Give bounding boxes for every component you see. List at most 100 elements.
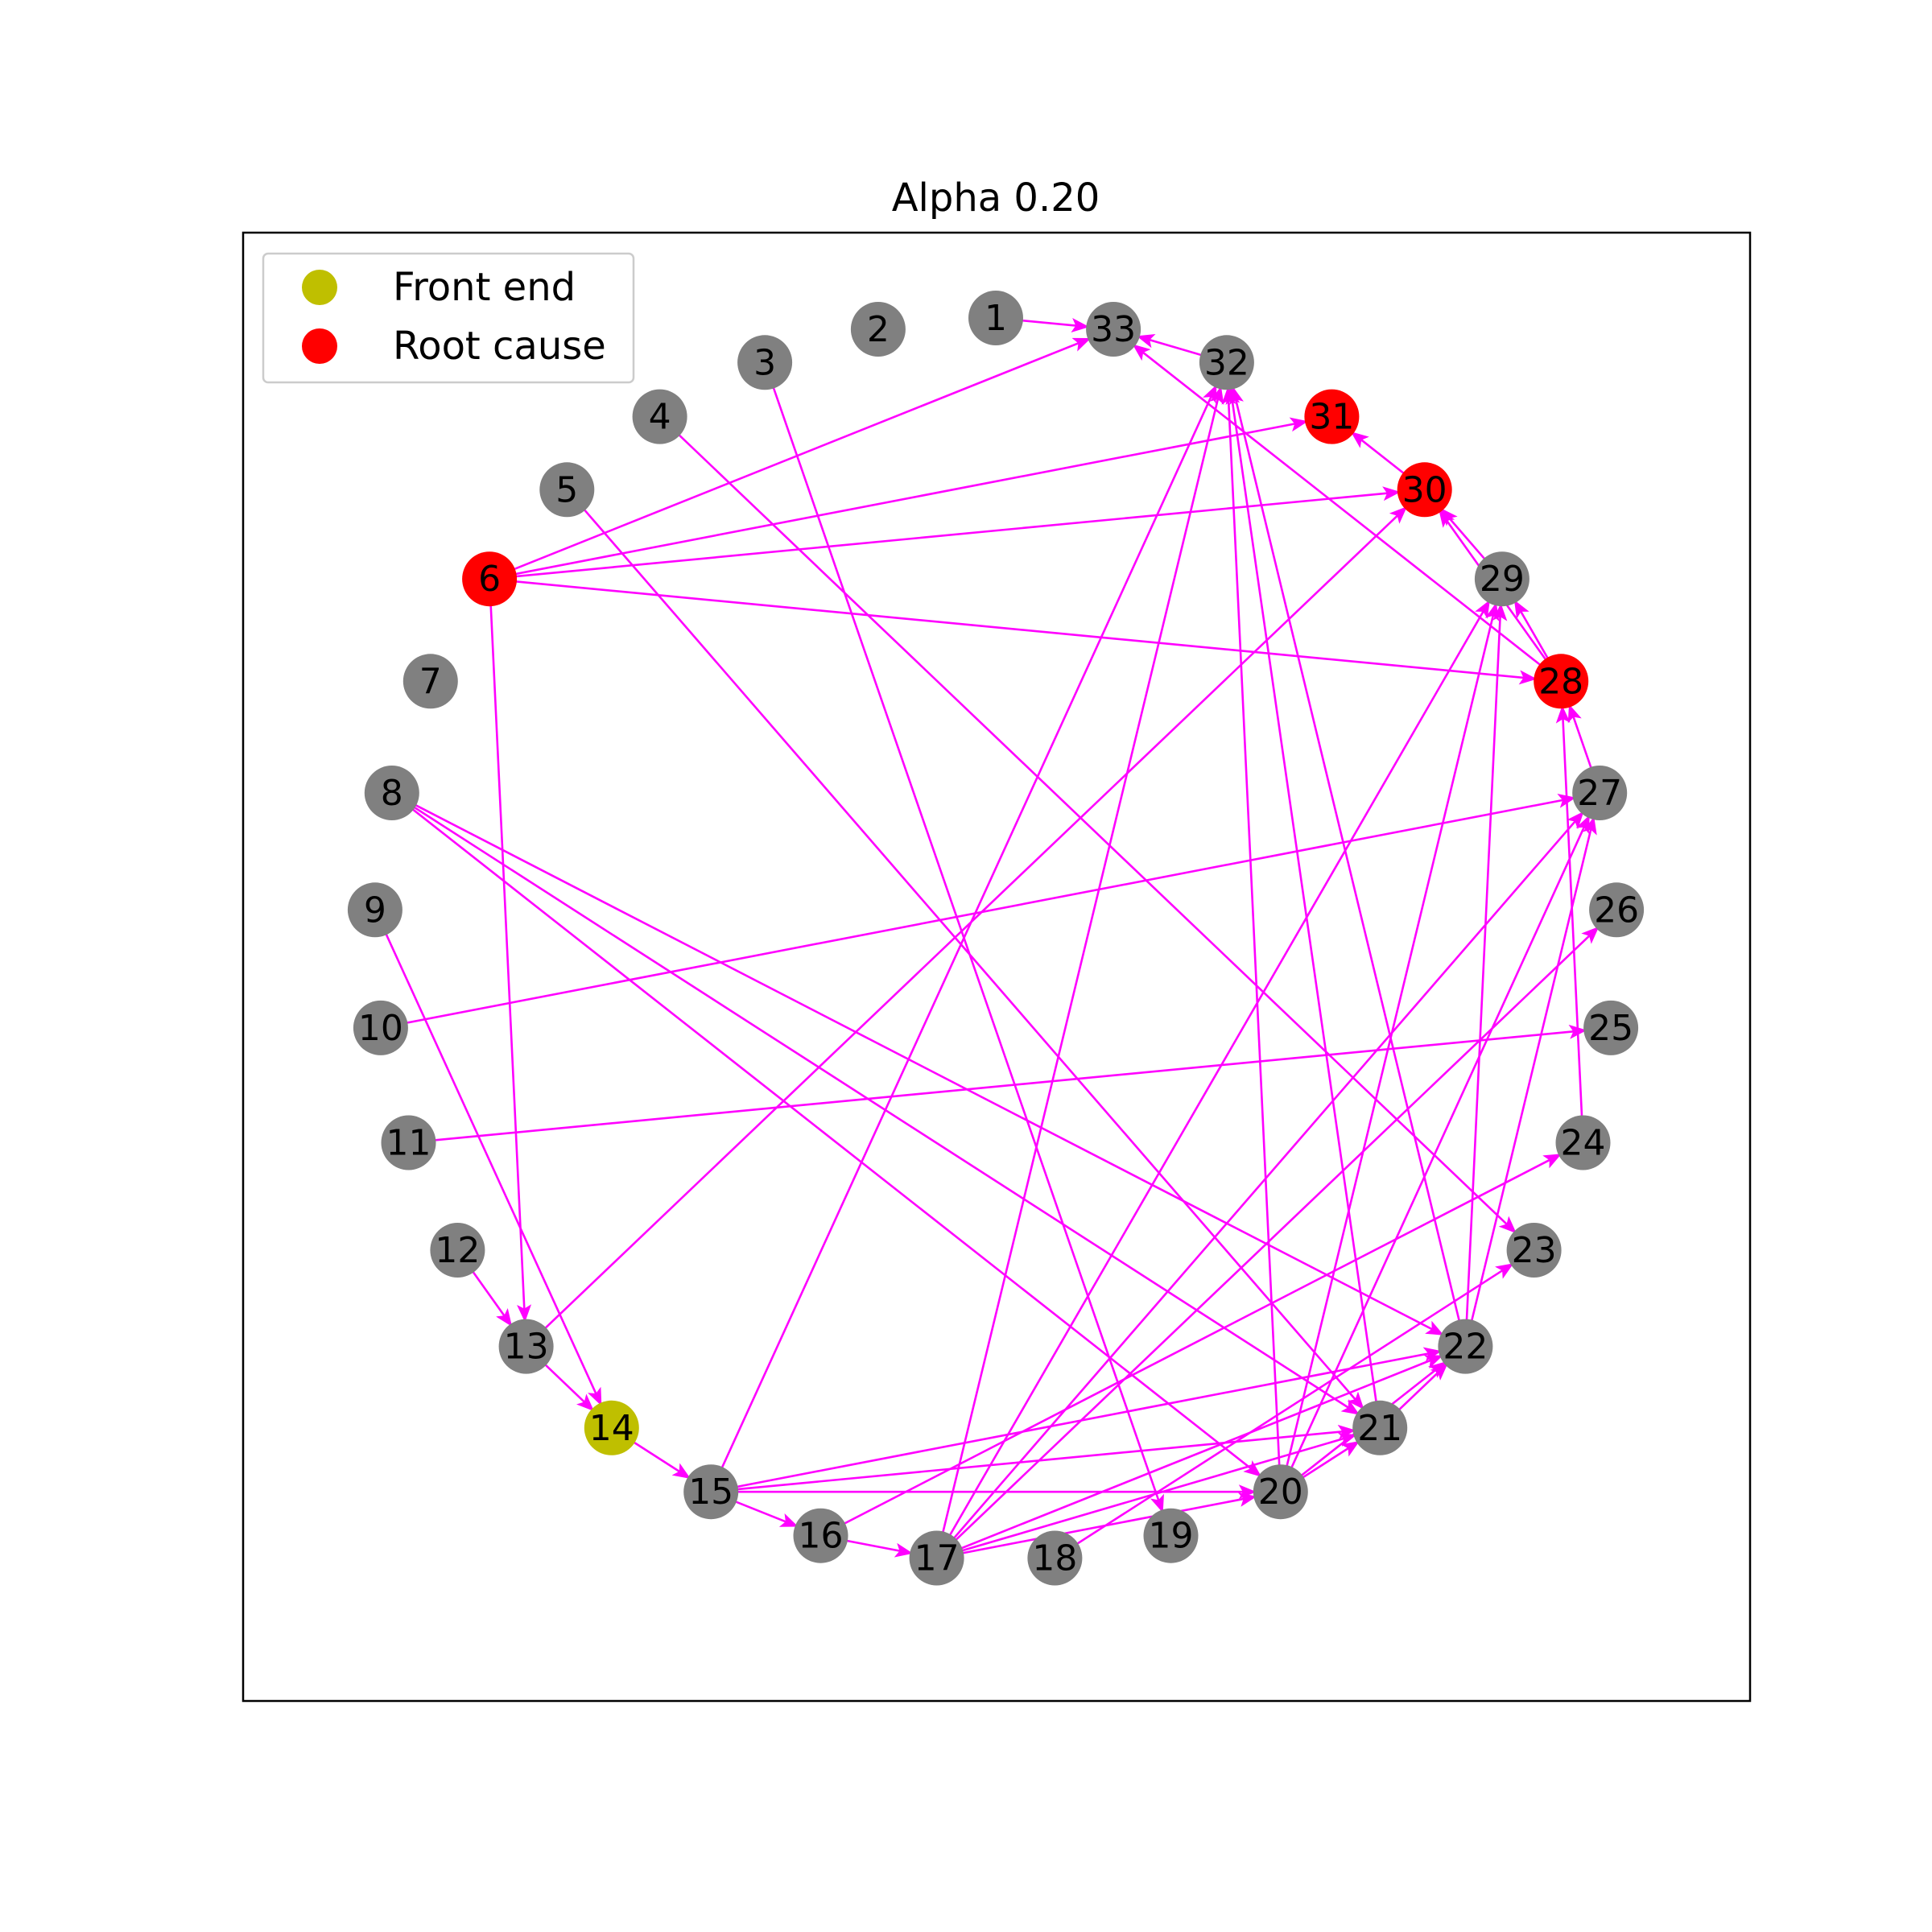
edge-17-32 — [936, 386, 1224, 1554]
edge-16-24 — [824, 1154, 1562, 1535]
node-15: 15 — [683, 1464, 739, 1520]
node-26: 26 — [1589, 882, 1645, 938]
edge-21-32 — [1225, 386, 1381, 1424]
node-6: 6 — [462, 551, 518, 607]
node-label-16: 16 — [799, 1516, 844, 1557]
node-label-28: 28 — [1538, 661, 1583, 702]
node-8: 8 — [364, 766, 419, 820]
node-circle-20 — [1253, 1464, 1308, 1520]
node-16: 16 — [793, 1508, 848, 1563]
edge-8-22 — [395, 794, 1444, 1336]
node-2: 2 — [850, 302, 906, 357]
node-label-8: 8 — [381, 773, 403, 814]
node-label-26: 26 — [1594, 890, 1639, 931]
node-label-9: 9 — [364, 890, 386, 931]
node-label-1: 1 — [985, 298, 1007, 339]
node-19: 19 — [1143, 1508, 1199, 1563]
node-circle-2 — [850, 302, 906, 357]
node-7: 7 — [402, 654, 458, 709]
edge-8-21 — [395, 795, 1360, 1415]
node-label-4: 4 — [649, 397, 671, 438]
edge-13-30 — [529, 506, 1408, 1344]
node-circle-23 — [1506, 1223, 1562, 1278]
node-circle-24 — [1555, 1115, 1611, 1170]
edge-28-33 — [1132, 344, 1558, 679]
node-circle-12 — [430, 1223, 485, 1278]
node-label-17: 17 — [914, 1538, 960, 1579]
node-label-12: 12 — [435, 1230, 480, 1271]
edge-15-21 — [716, 1424, 1356, 1492]
edge-18-23 — [1058, 1263, 1514, 1557]
edge-17-22 — [940, 1355, 1443, 1558]
node-label-19: 19 — [1149, 1516, 1194, 1557]
node-label-27: 27 — [1577, 773, 1622, 814]
node-label-13: 13 — [504, 1327, 549, 1368]
edge-6-30 — [493, 486, 1401, 580]
node-circle-33 — [1086, 302, 1141, 357]
node-5: 5 — [539, 462, 595, 518]
node-circle-29 — [1474, 551, 1530, 607]
edge-17-20 — [941, 1492, 1257, 1558]
edge-6-31 — [493, 417, 1308, 580]
legend-marker-root-cause — [302, 328, 337, 364]
node-3: 3 — [737, 335, 793, 390]
node-circle-14 — [584, 1400, 639, 1455]
node-30: 30 — [1397, 462, 1452, 518]
edge-6-33 — [493, 337, 1092, 579]
node-21: 21 — [1352, 1400, 1408, 1455]
node-circle-22 — [1438, 1319, 1493, 1374]
node-label-10: 10 — [358, 1008, 403, 1049]
node-13: 13 — [498, 1319, 554, 1374]
edge-11-25 — [413, 1024, 1587, 1144]
node-4: 4 — [632, 389, 687, 444]
node-25: 25 — [1583, 1000, 1639, 1055]
node-circle-3 — [737, 335, 793, 390]
node-label-20: 20 — [1258, 1472, 1303, 1513]
edge-9-14 — [376, 914, 602, 1406]
node-label-33: 33 — [1091, 309, 1136, 350]
node-circle-30 — [1397, 462, 1452, 518]
node-label-6: 6 — [478, 559, 501, 600]
edge-22-32 — [1229, 386, 1466, 1343]
legend-box — [262, 252, 635, 384]
node-circle-25 — [1583, 1000, 1639, 1055]
edge-22-29 — [1464, 603, 1508, 1342]
node-circle-11 — [381, 1115, 436, 1170]
edge-15-22 — [715, 1347, 1442, 1492]
edge-6-13 — [489, 584, 532, 1323]
edge-24-28 — [1555, 705, 1584, 1138]
node-circle-28 — [1534, 654, 1589, 709]
node-22: 22 — [1438, 1319, 1493, 1374]
edge-layer — [376, 317, 1600, 1558]
node-23: 23 — [1506, 1223, 1562, 1278]
edge-17-29 — [938, 600, 1491, 1554]
node-circle-13 — [498, 1319, 554, 1374]
legend: Front end Root cause — [262, 252, 635, 384]
node-27: 27 — [1572, 766, 1628, 820]
node-label-30: 30 — [1402, 469, 1447, 510]
node-label-14: 14 — [589, 1408, 634, 1449]
edge-4-23 — [663, 419, 1517, 1234]
node-label-18: 18 — [1032, 1538, 1077, 1579]
node-29: 29 — [1474, 551, 1530, 607]
node-11: 11 — [381, 1115, 436, 1170]
node-label-2: 2 — [867, 309, 890, 350]
node-circle-15 — [683, 1464, 739, 1520]
edge-20-32 — [1221, 386, 1282, 1488]
node-label-11: 11 — [386, 1123, 431, 1164]
node-circle-16 — [793, 1508, 848, 1563]
node-label-25: 25 — [1588, 1008, 1633, 1049]
node-12: 12 — [430, 1223, 485, 1278]
node-32: 32 — [1199, 335, 1254, 390]
node-circle-5 — [539, 462, 595, 518]
node-circle-17 — [909, 1530, 964, 1586]
node-label-29: 29 — [1480, 559, 1525, 600]
edge-17-27 — [939, 811, 1584, 1555]
node-circle-6 — [462, 551, 518, 607]
edge-20-27 — [1282, 815, 1591, 1488]
node-label-21: 21 — [1357, 1408, 1402, 1449]
node-circle-9 — [347, 882, 402, 938]
node-circle-18 — [1027, 1530, 1083, 1586]
